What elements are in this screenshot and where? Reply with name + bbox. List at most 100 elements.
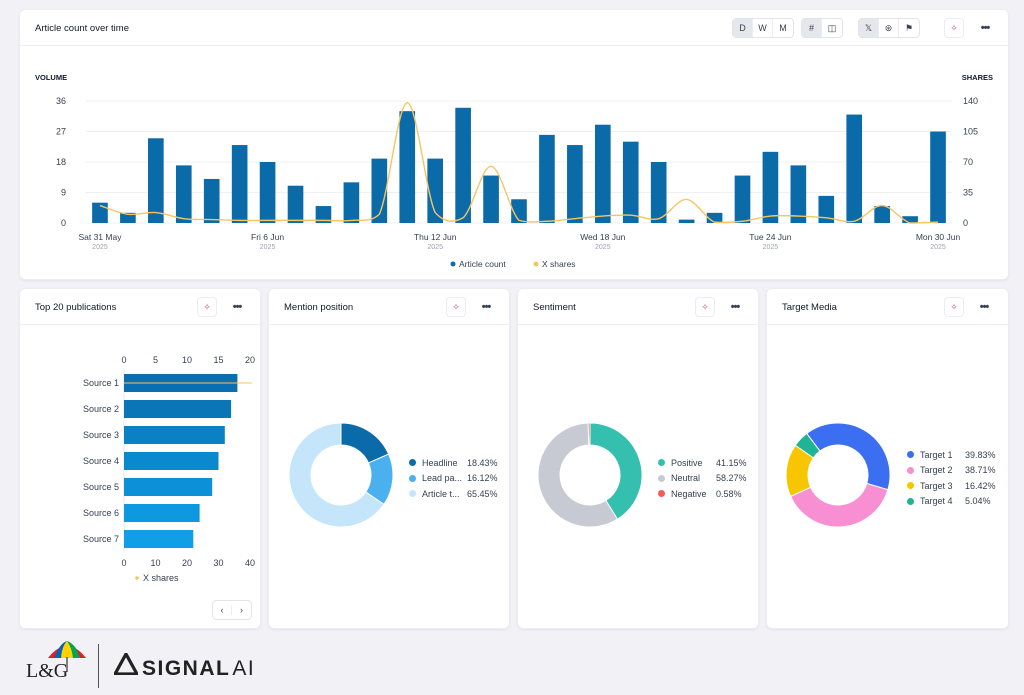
more-options-button[interactable]: ••• [725, 297, 745, 317]
prev-page-button[interactable]: ‹ [213, 605, 233, 615]
flag-icon[interactable]: ⚑ [904, 22, 914, 33]
ai-sparkle-button[interactable]: ✧ [446, 297, 466, 317]
legend-item[interactable]: Target 1 39.83% [907, 447, 996, 463]
month-button[interactable]: M [779, 23, 787, 33]
legend-item[interactable]: Target 3 16.42% [907, 478, 996, 494]
x-tick-label: Fri 6 Jun [251, 232, 284, 242]
ai-sparkle-button[interactable]: ✧ [944, 18, 964, 38]
top-axis-tick: 5 [153, 355, 158, 365]
legend-item[interactable]: Target 2 38.71% [907, 463, 996, 479]
legend-percent: 18.43% [467, 457, 498, 468]
more-options-button[interactable]: ••• [227, 297, 247, 317]
divider [20, 324, 260, 325]
x-icon[interactable]: 𝕏 [859, 19, 879, 37]
legend-item[interactable]: Target 4 5.04% [907, 494, 996, 510]
bottom-axis-tick: 0 [121, 558, 126, 568]
more-options-button[interactable]: ••• [476, 297, 496, 317]
target-media-title: Target Media [782, 302, 837, 313]
article-count-bar [818, 195, 835, 223]
legend-x-shares-label: X shares [143, 573, 179, 583]
lg-logo-text: L&G [26, 660, 69, 682]
article-count-bar [231, 145, 248, 223]
article-count-bar [175, 165, 192, 223]
bottom-axis-tick: 40 [245, 558, 255, 568]
article-count-bar [930, 131, 946, 223]
legend-swatch [409, 490, 416, 498]
mention-position-legend: Headline 18.43% Lead pa... 16.12% Article t.… [409, 455, 498, 502]
legend-swatch [907, 466, 914, 474]
legend-percent: 5.04% [965, 496, 991, 507]
legend-swatch [409, 459, 416, 467]
top-axis-tick: 20 [245, 355, 255, 365]
y-tick-label: 0 [61, 218, 66, 228]
top-axis-tick: 0 [121, 355, 126, 365]
article-count-bar [259, 162, 276, 223]
next-page-button[interactable]: › [240, 605, 244, 615]
donut-slice [794, 432, 821, 459]
lg-umbrella-logo [48, 641, 86, 672]
share-source-toggle: 𝕏 ⊛ ⚑ [858, 18, 920, 38]
legend-label: Positive [671, 457, 703, 468]
legend-swatch [907, 451, 914, 459]
divider [518, 324, 758, 325]
article-count-bar [790, 165, 807, 223]
legend-item[interactable]: Positive 41.15% [658, 455, 747, 471]
divider [767, 324, 1008, 325]
publication-label: Source 3 [83, 430, 119, 440]
legend-item[interactable]: Neutral 58.27% [658, 471, 747, 487]
legend-item[interactable]: Negative 0.58% [658, 486, 747, 502]
legend-swatch [907, 482, 914, 490]
ai-sparkle-button[interactable]: ✧ [695, 297, 715, 317]
legend-label: Negative [671, 488, 707, 499]
publication-label: Source 7 [83, 534, 119, 544]
x-tick-label: Thu 12 Jun [414, 232, 457, 242]
donut-slice [589, 422, 643, 520]
x-tick-label: Wed 18 Jun [580, 232, 625, 242]
publication-label: Source 1 [83, 378, 119, 388]
more-options-button[interactable]: ••• [975, 18, 995, 38]
more-icon: ••• [481, 301, 492, 313]
image-icon[interactable]: ◫ [827, 22, 837, 33]
x-tick-year: 2025 [427, 244, 443, 251]
legend-label: Target 4 [920, 496, 953, 507]
chart-type-toggle: # ◫ [801, 18, 843, 38]
top-publications-chart: 0 5 10 15 20 0 10 20 30 40 Source 1 Source 2 Source … [83, 355, 255, 583]
legend-swatch [409, 474, 416, 482]
legend-item[interactable]: Headline 18.43% [409, 455, 498, 471]
y2-tick-label: 140 [963, 96, 978, 106]
legend-swatch [658, 459, 665, 467]
publication-bar [124, 452, 219, 470]
hash-icon[interactable]: # [802, 19, 822, 37]
publication-label: Source 5 [83, 482, 119, 492]
ai-sparkle-button[interactable]: ✧ [944, 297, 964, 317]
y2-tick-label: 35 [963, 188, 973, 198]
legend-item[interactable]: Article t... 65.45% [409, 486, 498, 502]
publication-bar [124, 478, 213, 496]
y-tick-label: 36 [56, 96, 66, 106]
y-tick-label: 9 [61, 188, 66, 198]
more-options-button[interactable]: ••• [974, 297, 994, 317]
sparkle-icon: ✧ [701, 301, 709, 312]
broadcast-icon[interactable]: ⊛ [879, 19, 899, 37]
footer-logos: L&G SIGNALAI [24, 638, 284, 692]
article-count-bar [315, 206, 332, 223]
legend-percent: 16.42% [965, 480, 996, 491]
article-count-bar [399, 111, 416, 223]
legend-percent: 65.45% [467, 488, 498, 499]
article-count-bar [567, 145, 583, 223]
publication-label: Source 6 [83, 508, 119, 518]
divider [20, 45, 1008, 46]
article-count-bar [622, 141, 639, 223]
day-button[interactable]: D [733, 19, 753, 37]
more-icon: ••• [979, 301, 990, 313]
x-tick-year: 2025 [930, 244, 946, 251]
legend-article-count-label: Article count [459, 259, 506, 269]
week-button[interactable]: W [753, 19, 773, 37]
pagination-control: ‹ › [212, 600, 252, 620]
article-count-bar [902, 216, 918, 223]
legend-item[interactable]: Lead pa... 16.12% [409, 471, 498, 487]
sentiment-donut [537, 422, 643, 528]
article-count-bar [483, 175, 499, 223]
publication-bar [124, 400, 232, 418]
ai-sparkle-button[interactable]: ✧ [197, 297, 217, 317]
